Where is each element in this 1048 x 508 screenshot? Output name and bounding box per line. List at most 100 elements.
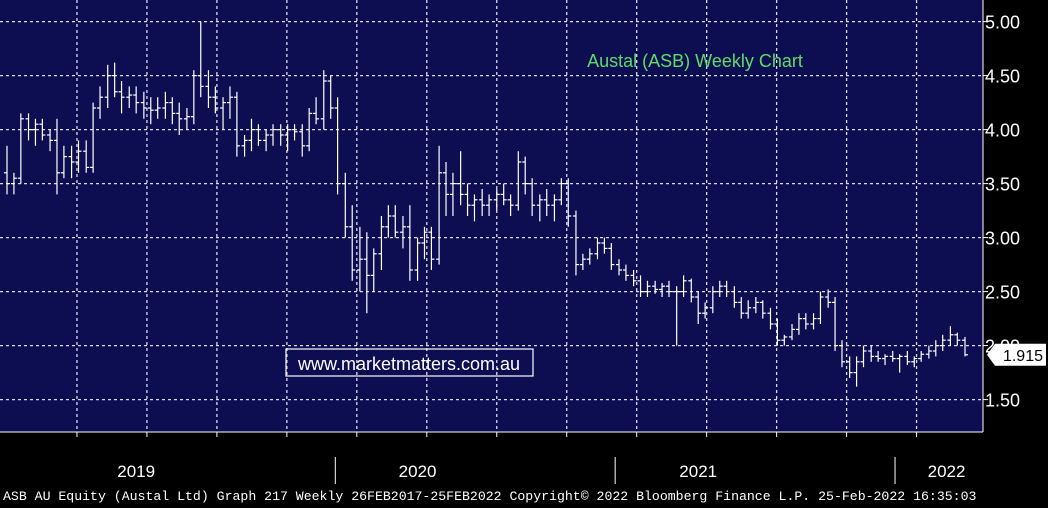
price-bar bbox=[558, 178, 565, 206]
price-bars bbox=[4, 21, 968, 387]
price-bar bbox=[190, 70, 197, 125]
price-bar bbox=[522, 156, 529, 195]
price-bar bbox=[774, 318, 781, 346]
price-bar bbox=[363, 232, 370, 314]
price-bar bbox=[507, 194, 514, 216]
price-bar bbox=[680, 275, 687, 297]
price-bar bbox=[695, 291, 702, 324]
price-bar bbox=[911, 356, 918, 368]
price-bar bbox=[471, 194, 478, 222]
chart-title: Austal (ASB) Weekly Chart bbox=[587, 51, 803, 71]
price-bar bbox=[313, 97, 320, 125]
y-axis: 1.502.002.503.003.504.004.505.00 bbox=[982, 0, 1020, 432]
price-bar bbox=[406, 205, 413, 281]
price-bar bbox=[32, 118, 39, 146]
watermark: www.marketmatters.com.au bbox=[285, 348, 534, 377]
price-bar bbox=[860, 345, 867, 368]
price-bar bbox=[853, 356, 860, 387]
price-bar bbox=[817, 291, 824, 324]
price-bar bbox=[601, 237, 608, 254]
price-bar bbox=[162, 91, 169, 119]
price-bar bbox=[25, 113, 32, 141]
price-bar bbox=[90, 102, 97, 173]
watermark-text: www.marketmatters.com.au bbox=[297, 354, 520, 374]
price-bar bbox=[436, 145, 443, 265]
footer-bar: ASB AU Equity (Austal Ltd) Graph 217 Wee… bbox=[0, 486, 1048, 508]
price-bar bbox=[904, 351, 911, 366]
y-tick-label: 1.50 bbox=[985, 391, 1020, 411]
price-bar bbox=[738, 297, 745, 319]
price-bar bbox=[284, 124, 291, 152]
y-tick-label: 4.50 bbox=[985, 67, 1020, 87]
price-bar bbox=[428, 226, 435, 270]
price-bar bbox=[68, 145, 75, 179]
year-label: 2020 bbox=[399, 462, 437, 481]
price-bar bbox=[197, 21, 204, 98]
price-bar bbox=[918, 351, 925, 362]
price-bar bbox=[392, 205, 399, 238]
price-bar bbox=[83, 140, 90, 173]
price-bar bbox=[241, 135, 248, 157]
price-bar bbox=[565, 178, 572, 227]
price-bar bbox=[529, 178, 536, 216]
y-tick-label: 3.00 bbox=[985, 229, 1020, 249]
price-bar bbox=[652, 280, 659, 294]
price-bar bbox=[947, 326, 954, 346]
price-bar bbox=[233, 91, 240, 157]
y-tick-label: 4.00 bbox=[985, 121, 1020, 141]
price-bar bbox=[673, 286, 680, 346]
watermark-box bbox=[285, 348, 534, 377]
price-bar bbox=[464, 183, 471, 216]
price-bar bbox=[176, 102, 183, 135]
price-bar bbox=[104, 64, 111, 108]
last-price-marker: 1.915 bbox=[987, 343, 1046, 366]
price-bar bbox=[962, 336, 968, 357]
price-bar bbox=[752, 297, 759, 314]
price-bar bbox=[767, 307, 774, 330]
price-bar bbox=[75, 140, 82, 173]
price-bar bbox=[334, 97, 341, 195]
price-bar bbox=[622, 264, 629, 281]
price-bar bbox=[154, 97, 161, 119]
plot-background bbox=[0, 0, 983, 432]
price-bar bbox=[479, 189, 486, 216]
price-bar bbox=[759, 300, 766, 319]
price-bar bbox=[306, 108, 313, 152]
year-label: 2019 bbox=[117, 462, 155, 481]
price-bar bbox=[349, 205, 356, 281]
price-bar bbox=[594, 237, 601, 260]
price-bar bbox=[882, 354, 889, 366]
price-bar bbox=[327, 75, 334, 119]
price-bar bbox=[118, 81, 125, 114]
year-label: 2021 bbox=[679, 462, 717, 481]
price-bar bbox=[572, 210, 579, 276]
price-bar bbox=[356, 226, 363, 292]
price-bar bbox=[399, 216, 406, 249]
price-bar bbox=[543, 189, 550, 216]
price-bar bbox=[248, 118, 255, 152]
price-bar bbox=[781, 334, 788, 346]
price-bar bbox=[586, 248, 593, 265]
footer-text: ASB AU Equity (Austal Ltd) Graph 217 Wee… bbox=[3, 489, 977, 504]
price-bar bbox=[183, 108, 190, 130]
price-bar bbox=[838, 340, 845, 368]
price-bar bbox=[536, 194, 543, 222]
y-tick-label: 5.00 bbox=[985, 13, 1020, 33]
price-bar bbox=[10, 172, 17, 195]
price-bar bbox=[825, 289, 832, 308]
price-bar bbox=[212, 86, 219, 114]
price-bar bbox=[270, 124, 277, 146]
price-bar bbox=[97, 86, 104, 119]
price-bar bbox=[630, 270, 637, 287]
price-bar bbox=[414, 237, 421, 281]
price-bar bbox=[500, 183, 507, 206]
last-price-box bbox=[987, 343, 1046, 366]
price-bar bbox=[47, 129, 54, 152]
year-label: 2022 bbox=[928, 462, 966, 481]
price-bar bbox=[140, 91, 147, 119]
price-bar bbox=[723, 280, 730, 297]
price-bar bbox=[299, 124, 306, 157]
price-bar bbox=[385, 205, 392, 238]
y-tick-label: 3.50 bbox=[985, 175, 1020, 195]
